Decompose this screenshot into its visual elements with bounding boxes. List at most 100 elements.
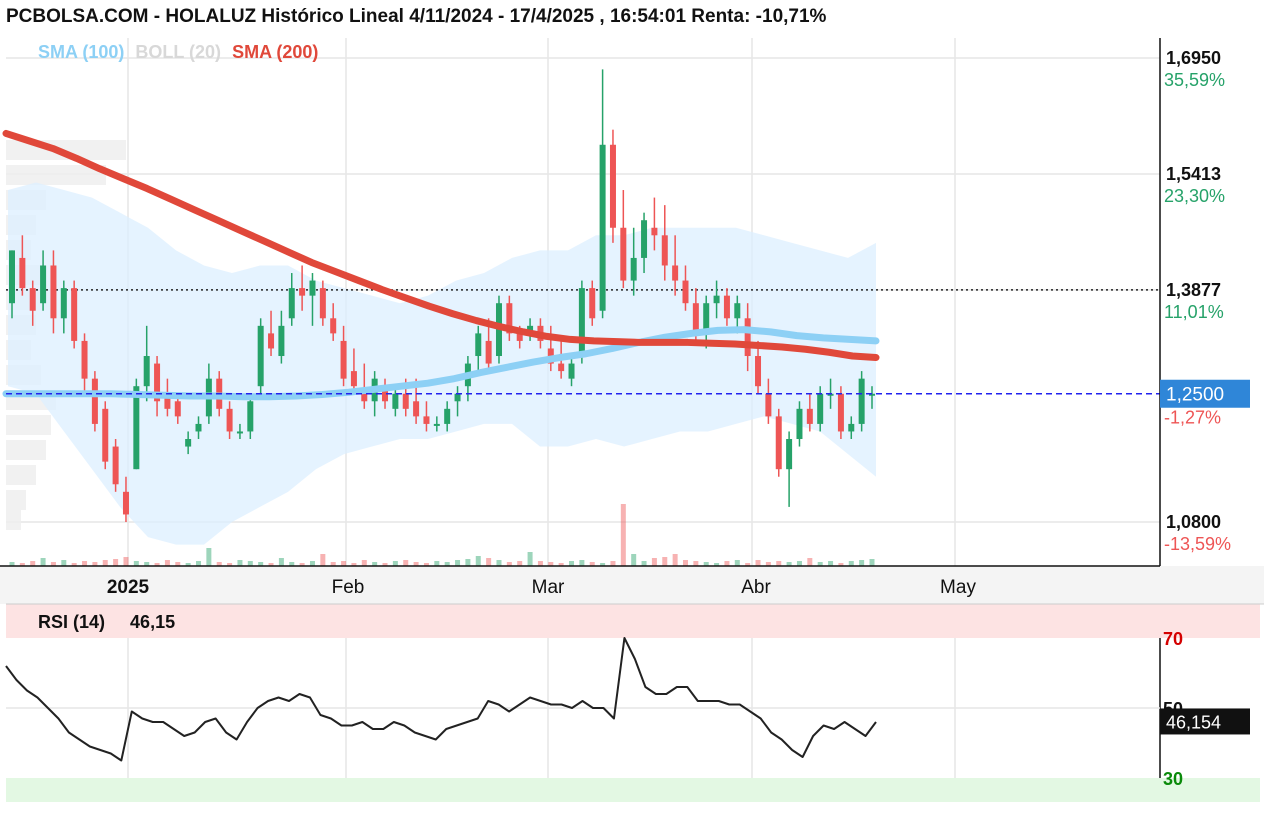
rsi-current-label: 46,154	[1166, 712, 1221, 732]
candle-body	[796, 408, 803, 440]
volume-bar	[9, 562, 15, 566]
volume-bar	[537, 561, 543, 566]
volume-bar	[309, 561, 315, 566]
candle-body	[703, 303, 710, 334]
volume-bar	[755, 560, 761, 566]
volume-bar	[496, 560, 502, 566]
volume-bar	[434, 561, 440, 566]
candle-body	[641, 220, 648, 258]
x-tick-label: Feb	[332, 577, 365, 598]
volume-bar	[278, 558, 284, 566]
volume-bar	[517, 561, 523, 566]
title-background	[0, 0, 1160, 36]
volume-bar	[133, 561, 139, 566]
candle-body	[19, 257, 26, 289]
volume-bar	[372, 562, 378, 566]
candle-body	[309, 280, 316, 296]
volume-bar	[40, 558, 46, 566]
candle-body	[506, 303, 513, 334]
candle-body	[516, 333, 523, 341]
volume-bar	[828, 561, 834, 566]
volume-bar	[82, 561, 88, 566]
volume-bar	[620, 504, 626, 566]
volume-profile-bar	[6, 165, 106, 185]
volume-bar	[258, 562, 264, 566]
volume-bar	[382, 563, 388, 566]
volume-bar	[206, 548, 212, 566]
candle-body	[651, 227, 658, 236]
volume-bar	[776, 561, 782, 566]
volume-bar	[392, 561, 398, 566]
candle-body	[268, 333, 275, 349]
volume-bar	[610, 561, 616, 566]
candle-body	[558, 363, 565, 372]
candle-body	[247, 401, 254, 432]
rsi-current-box	[1160, 708, 1250, 735]
candle-body	[350, 371, 357, 387]
rsi-name: RSI (14)	[38, 612, 106, 632]
volume-bar	[527, 552, 533, 566]
candle-body	[599, 144, 606, 311]
candle-body	[475, 333, 482, 357]
volume-profile-bar	[6, 415, 51, 435]
candle-body	[837, 393, 844, 432]
volume-bar	[185, 563, 191, 566]
volume-bar	[268, 563, 274, 566]
candle-body	[755, 356, 762, 387]
volume-bar	[724, 561, 730, 566]
candle-body	[278, 325, 285, 357]
candle-body	[485, 340, 492, 364]
volume-bar	[796, 561, 802, 566]
candle-body	[620, 227, 627, 281]
x-tick-label: Abr	[741, 577, 771, 598]
candle-body	[164, 393, 171, 409]
candle-body	[444, 408, 451, 424]
volume-bar	[196, 561, 202, 566]
current-percent-label: -1,27%	[1164, 408, 1221, 428]
current-price-box	[1160, 379, 1250, 408]
volume-bar	[403, 560, 409, 566]
x-tick-label: May	[940, 577, 976, 598]
candle-body	[858, 378, 865, 424]
legend-sma200[interactable]: SMA (200)	[232, 42, 319, 62]
candle-body	[236, 431, 243, 434]
volume-bar	[299, 563, 305, 566]
volume-bar	[413, 562, 419, 566]
candle-body	[195, 423, 202, 432]
candle-body	[361, 393, 368, 402]
candle-body	[817, 393, 824, 424]
candle-body	[775, 416, 782, 470]
volume-bar	[569, 561, 575, 566]
legend-sma100[interactable]: SMA (100)	[38, 42, 125, 62]
candle-body	[723, 295, 730, 319]
volume-bar	[175, 562, 181, 566]
candle-body	[672, 265, 679, 281]
price-tick-label: 1,5413	[1166, 164, 1221, 184]
volume-profile-bar	[6, 465, 36, 485]
volume-bar	[465, 559, 471, 566]
volume-bar	[589, 562, 595, 566]
volume-bar	[745, 563, 751, 566]
volume-bar	[631, 554, 637, 566]
volume-bar	[817, 562, 823, 566]
volume-bar	[682, 560, 688, 566]
volume-bar	[558, 563, 564, 566]
rsi-level-label: 70	[1163, 629, 1183, 649]
candle-body	[154, 363, 161, 402]
rsi-line	[5, 637, 877, 762]
legend-boll[interactable]: BOLL (20)	[135, 42, 222, 62]
price-tick-label: 1,0800	[1166, 512, 1221, 532]
volume-bar	[71, 563, 77, 566]
candle-body	[288, 288, 295, 319]
x-tick-label: Mar	[532, 577, 565, 598]
candle-body	[869, 393, 875, 396]
candle-body	[185, 439, 192, 447]
volume-bar	[641, 561, 647, 566]
volume-bar	[807, 558, 813, 566]
volume-bar	[113, 559, 119, 566]
candle-body	[143, 356, 150, 387]
volume-bar	[786, 562, 792, 566]
price-tick-label: 1,6950	[1166, 48, 1221, 68]
volume-bar	[330, 562, 336, 566]
volume-bar	[61, 560, 67, 566]
